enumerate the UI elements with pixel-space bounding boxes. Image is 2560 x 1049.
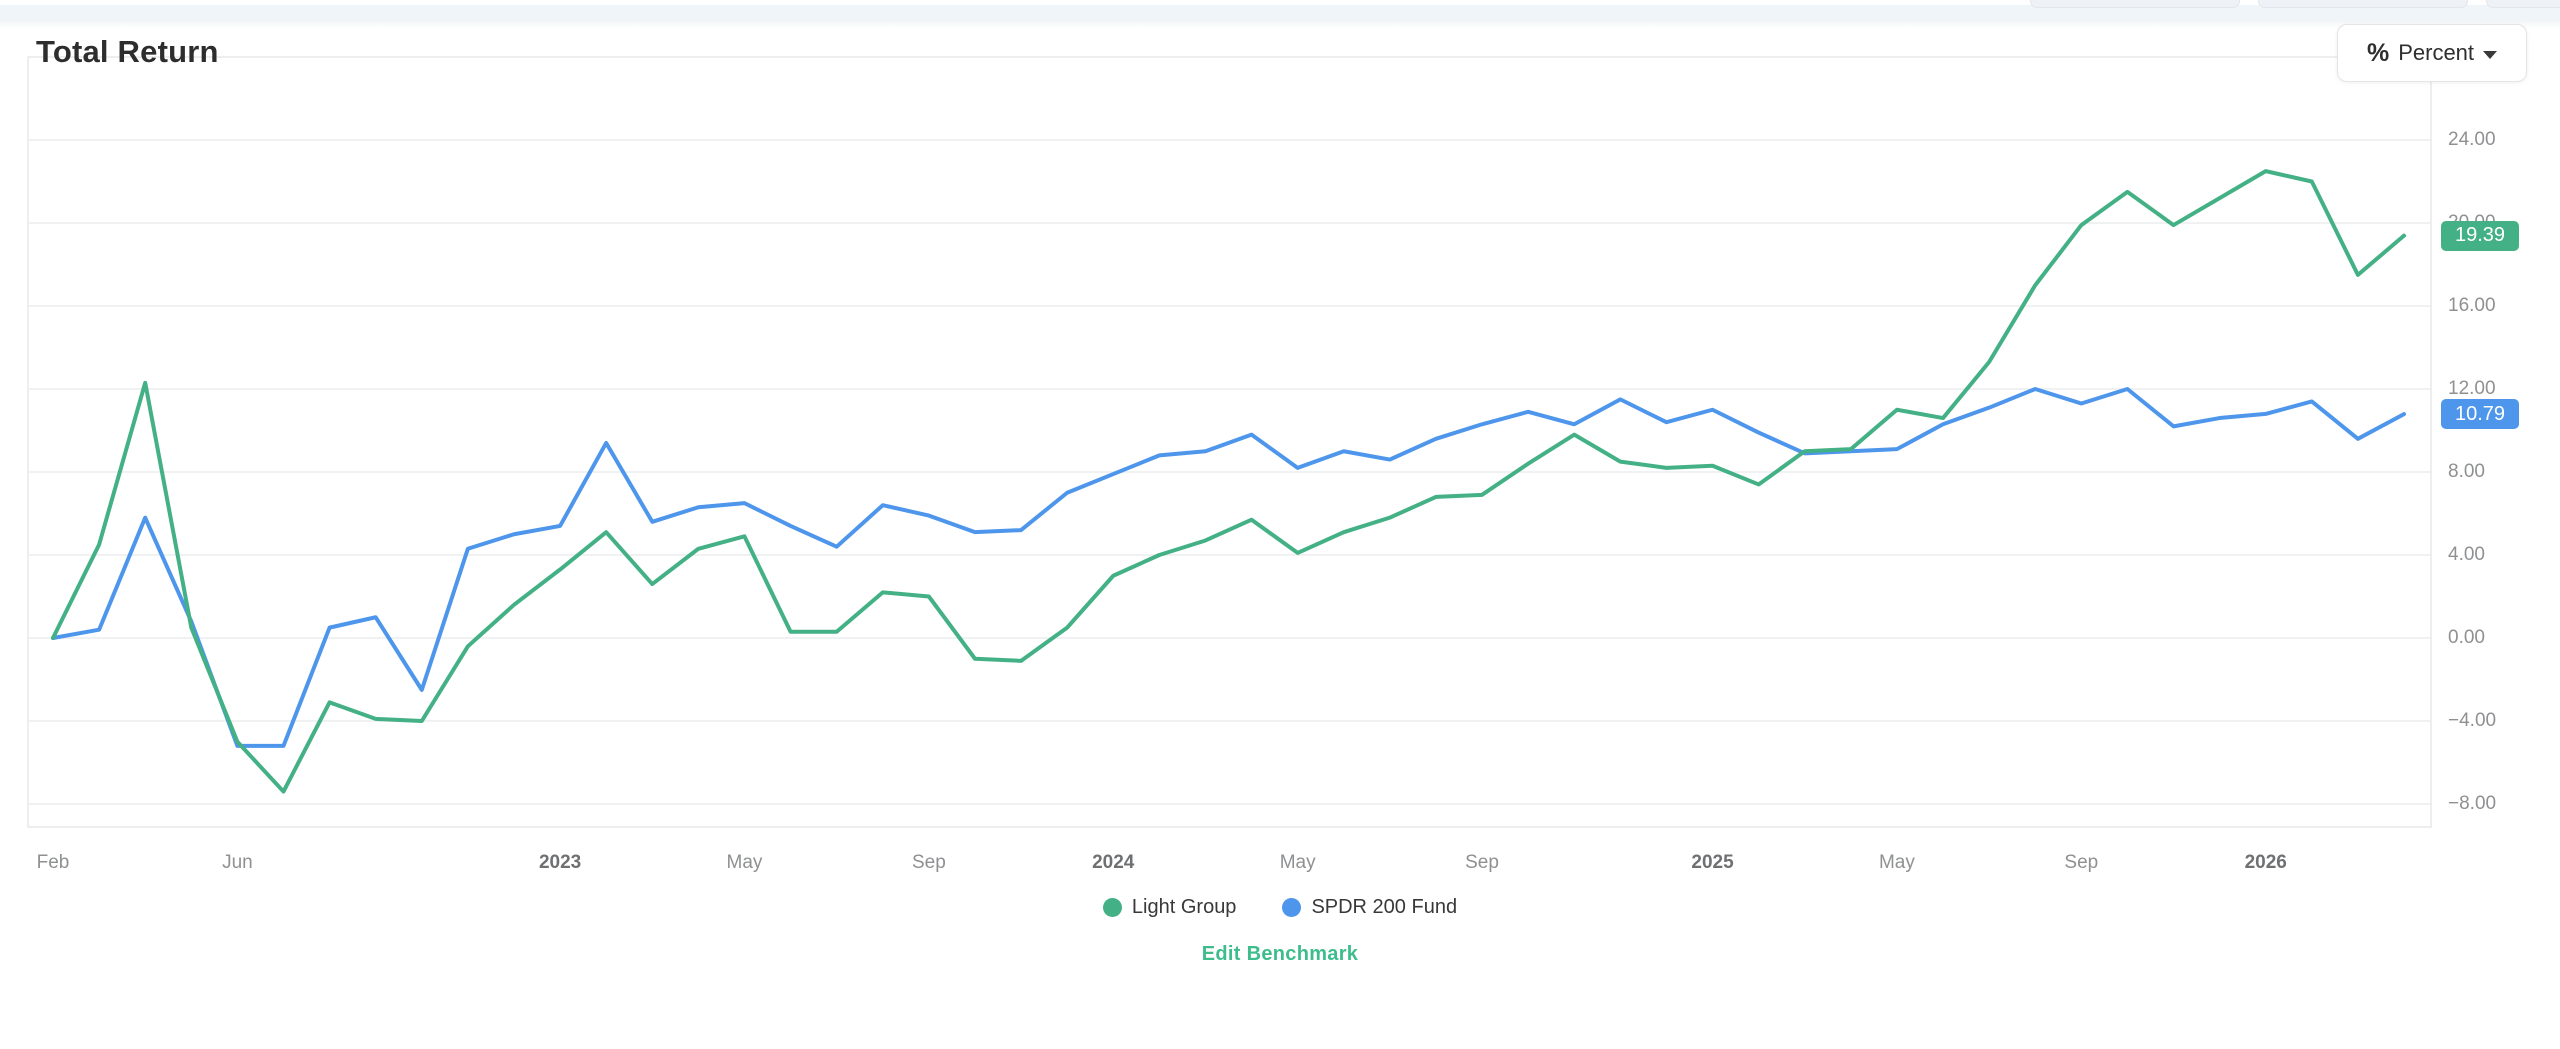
header-band-shadow [0, 22, 2560, 30]
series-line-spdr-200-fund [51, 387, 2406, 748]
y-tick-label: 12.00 [2448, 378, 2496, 399]
legend-label: Light Group [1131, 896, 1237, 918]
x-tick-label: May [1878, 852, 1915, 873]
chart-legend: Light Group SPDR 200 Fund [0, 896, 2560, 919]
value-badge-spdr-200-fund: 10.79 [2441, 399, 2519, 430]
edit-benchmark-link[interactable]: Edit Benchmark [1201, 943, 1359, 965]
legend-dot-icon [1282, 898, 1302, 917]
x-tick-label: 2024 [1092, 852, 1135, 873]
x-tick-label: Jun [222, 852, 253, 873]
edit-benchmark-row: Edit Benchmark [0, 943, 2560, 966]
value-badge-light-group: 19.39 [2441, 220, 2519, 251]
y-tick-label: 24.00 [2448, 129, 2496, 150]
x-tick-label: Feb [36, 852, 70, 873]
unit-selector-button[interactable]: % Percent [2337, 24, 2527, 82]
x-tick-label: May [1279, 852, 1316, 873]
cutoff-button-remnant [2258, 0, 2468, 8]
y-tick-label: 16.00 [2448, 295, 2496, 316]
cutoff-button-remnant [2030, 0, 2240, 8]
chevron-down-icon [2483, 50, 2498, 59]
y-tick-label: 8.00 [2448, 461, 2485, 482]
series-line-light-group [51, 169, 2406, 794]
x-tick-label: 2023 [538, 852, 582, 873]
x-tick-label: Sep [1465, 852, 1499, 873]
unit-selector-label: Percent [2398, 40, 2475, 65]
page-title: Total Return [36, 34, 219, 69]
y-tick-label: 0.00 [2448, 627, 2485, 648]
x-tick-label: 2025 [1691, 852, 1734, 873]
legend-label: SPDR 200 Fund [1311, 896, 1458, 918]
plot-border [27, 56, 2432, 828]
top-strip [0, 0, 2560, 8]
x-tick-label: Sep [911, 852, 946, 873]
legend-item-light-group[interactable]: Light Group [1102, 896, 1237, 919]
x-tick-label: 2026 [2244, 852, 2287, 873]
x-tick-label: Sep [2064, 852, 2099, 873]
x-tick-label: May [726, 852, 763, 873]
y-tick-label: −8.00 [2448, 793, 2497, 814]
legend-dot-icon [1102, 898, 1122, 917]
cutoff-button-remnant [2486, 0, 2560, 8]
header-band [0, 5, 2560, 22]
y-tick-label: −4.00 [2448, 710, 2497, 731]
legend-item-spdr-200-fund[interactable]: SPDR 200 Fund [1282, 896, 1457, 919]
y-tick-label: 4.00 [2448, 544, 2485, 565]
percent-icon: % [2366, 38, 2390, 67]
